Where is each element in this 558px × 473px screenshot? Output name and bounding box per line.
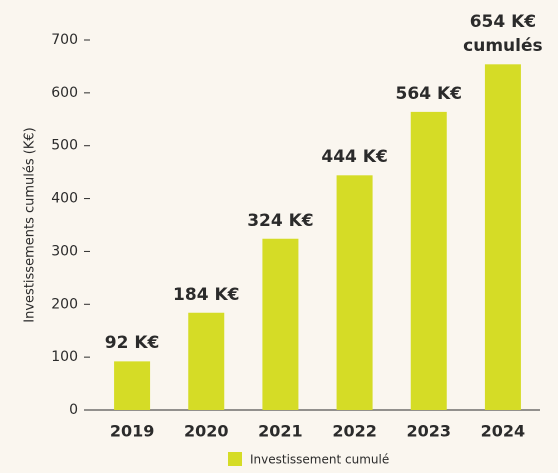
y-tick-label: 200: [51, 296, 78, 312]
value-label: 444 K€: [321, 147, 388, 168]
x-tick-label: 2024: [481, 422, 526, 441]
legend-swatch: [228, 452, 242, 466]
legend-label: Investissement cumulé: [250, 453, 389, 467]
bar: [410, 111, 447, 410]
x-tick-label: 2023: [406, 422, 451, 441]
value-label: 564 K€: [395, 83, 462, 104]
y-tick-label: 300: [51, 243, 78, 259]
bar: [114, 361, 151, 410]
y-tick-label: 400: [51, 191, 78, 207]
y-tick-label: 500: [51, 138, 78, 154]
bar: [188, 312, 225, 410]
value-label: 654 K€ cumulés: [463, 12, 543, 57]
y-axis-label: Investissements cumulés (K€): [23, 127, 38, 322]
bar: [484, 64, 521, 411]
bar: [336, 175, 373, 410]
y-tick-label: 600: [51, 85, 78, 101]
y-tick-label: 100: [51, 349, 78, 365]
x-tick-label: 2022: [332, 422, 377, 441]
value-label: 184 K€: [173, 284, 240, 305]
y-tick-label: 0: [69, 402, 78, 418]
x-tick-label: 2019: [110, 422, 155, 441]
y-tick-label: 700: [51, 32, 78, 48]
value-label: 324 K€: [247, 210, 314, 231]
bar: [262, 238, 299, 410]
x-tick-label: 2021: [258, 422, 303, 441]
value-label: 92 K€: [104, 333, 160, 354]
x-tick-label: 2020: [184, 422, 229, 441]
